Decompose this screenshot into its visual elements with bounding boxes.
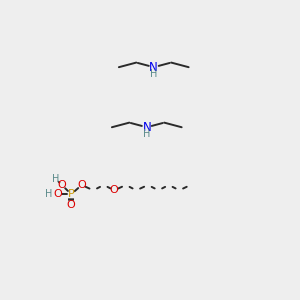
Text: N: N	[142, 121, 151, 134]
Text: O: O	[53, 189, 62, 199]
Text: H: H	[150, 69, 158, 79]
Text: H: H	[52, 174, 60, 184]
Text: O: O	[67, 200, 76, 210]
Text: H: H	[143, 129, 151, 139]
Text: O: O	[110, 185, 118, 195]
Text: N: N	[149, 61, 158, 74]
Text: O: O	[77, 180, 86, 190]
Text: H: H	[45, 189, 52, 199]
Text: P: P	[68, 189, 75, 199]
Text: O: O	[58, 180, 66, 190]
